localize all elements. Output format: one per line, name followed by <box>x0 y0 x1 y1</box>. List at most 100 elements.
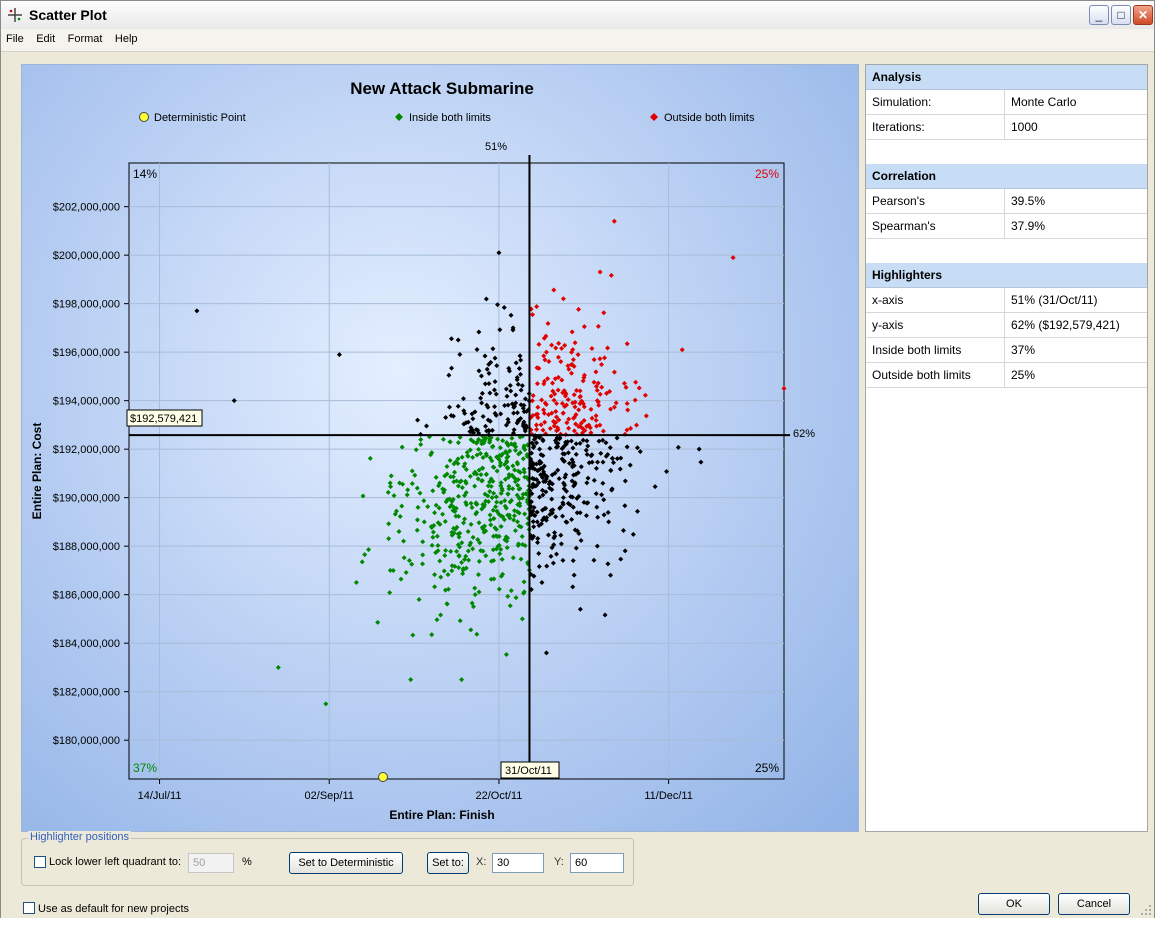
data-point-inside <box>456 513 462 519</box>
data-point-inside <box>404 492 410 498</box>
data-point-inside <box>498 499 504 505</box>
data-point <box>614 435 620 441</box>
data-point <box>531 504 537 510</box>
data-point-inside <box>498 513 504 519</box>
lock-quadrant-input[interactable]: 50 <box>188 853 234 873</box>
data-point-inside <box>397 513 403 519</box>
data-point-outside <box>621 380 627 386</box>
data-point-inside <box>475 476 481 482</box>
set-to-deterministic-button[interactable]: Set to Deterministic <box>289 852 403 874</box>
lock-quadrant-checkbox[interactable] <box>34 856 46 868</box>
close-button[interactable]: ✕ <box>1133 5 1153 25</box>
data-point-inside <box>410 632 416 638</box>
menu-edit[interactable]: Edit <box>36 33 56 45</box>
menu-format[interactable]: Format <box>67 33 103 45</box>
data-point-inside <box>513 595 519 601</box>
data-point-outside <box>552 391 558 397</box>
x-highlighter-value: 31/Oct/11 <box>505 765 552 777</box>
title-bar[interactable]: Scatter Plot _ □ ✕ <box>1 1 1154 30</box>
data-point-inside <box>456 553 462 559</box>
data-point-inside <box>515 482 521 488</box>
data-point-inside <box>455 456 461 462</box>
outside-limits-key: Outside both limits <box>866 363 1005 387</box>
x-position-input[interactable]: 30 <box>492 853 544 873</box>
highlighters-row: x-axis 51% (31/Oct/11) <box>866 288 1147 313</box>
data-point-inside <box>387 480 393 486</box>
cancel-button[interactable]: Cancel <box>1058 893 1130 915</box>
data-point-outside <box>541 407 547 413</box>
data-point-inside <box>459 559 465 565</box>
data-point-outside <box>555 387 561 393</box>
data-point-outside <box>553 408 559 414</box>
data-point-outside <box>553 414 559 420</box>
data-point-inside <box>493 526 499 532</box>
data-point <box>575 470 581 476</box>
menu-help[interactable]: Help <box>114 33 138 45</box>
chart-title: New Attack Submarine <box>350 79 534 98</box>
data-point-inside <box>516 510 522 516</box>
scatter-plot-window: Scatter Plot _ □ ✕ File Edit Format Help… <box>0 0 1155 918</box>
data-point-inside <box>473 501 479 507</box>
data-point <box>450 413 456 419</box>
data-point <box>476 329 482 335</box>
data-point-inside <box>418 437 424 443</box>
data-point <box>478 395 484 401</box>
data-point-inside <box>415 504 421 510</box>
iterations-key: Iterations: <box>866 115 1005 139</box>
data-point-outside <box>541 335 547 341</box>
x-axis-value: 51% (31/Oct/11) <box>1011 293 1098 307</box>
data-point-inside <box>505 593 511 599</box>
resize-grip-icon[interactable] <box>1140 904 1152 916</box>
data-point <box>563 488 569 494</box>
data-point-inside <box>449 529 455 535</box>
data-point-outside <box>554 400 560 406</box>
data-point <box>547 445 553 451</box>
data-point-inside <box>391 493 397 499</box>
data-point-inside <box>451 530 457 536</box>
data-point-outside <box>595 380 601 386</box>
data-point-inside <box>388 473 394 479</box>
data-point-inside <box>447 439 453 445</box>
data-point <box>551 542 557 548</box>
data-point-outside <box>546 359 552 365</box>
data-point-inside <box>491 464 497 470</box>
data-point <box>583 447 589 453</box>
data-point <box>573 451 579 457</box>
quadrant-top-right: 25% <box>755 167 779 181</box>
menu-file[interactable]: File <box>6 33 24 45</box>
data-point-other <box>455 337 461 343</box>
data-point-outside <box>597 356 603 362</box>
y-tick-label: $200,000,000 <box>53 250 120 262</box>
data-point-outside <box>550 418 556 424</box>
data-point-other <box>194 308 200 314</box>
data-point <box>540 475 546 481</box>
y-position-input[interactable]: 60 <box>570 853 624 873</box>
data-point <box>448 336 454 342</box>
data-point <box>485 404 491 410</box>
data-point <box>532 512 538 518</box>
use-as-default-checkbox[interactable] <box>23 902 35 914</box>
data-point <box>540 437 546 443</box>
data-point <box>461 408 467 414</box>
data-point <box>489 427 495 433</box>
data-point-outside <box>529 398 535 404</box>
data-point-outside-both-limits <box>543 349 549 355</box>
data-point-inside <box>429 542 435 548</box>
data-point-inside <box>461 520 467 526</box>
data-point-outside <box>558 359 564 365</box>
set-to-button[interactable]: Set to: <box>427 852 469 874</box>
data-point-inside <box>521 469 527 475</box>
minimize-button[interactable]: _ <box>1089 5 1109 25</box>
data-point-outside <box>540 427 546 433</box>
data-point-outside <box>565 363 571 369</box>
data-point-inside <box>467 447 473 453</box>
data-point <box>478 373 484 379</box>
maximize-button[interactable]: □ <box>1111 5 1131 25</box>
data-point <box>609 455 615 461</box>
x-tick-label: 14/Jul/11 <box>138 790 182 802</box>
data-point <box>555 467 561 473</box>
deterministic-point <box>378 772 388 782</box>
data-point <box>514 377 520 383</box>
ok-button[interactable]: OK <box>978 893 1050 915</box>
data-point <box>504 393 510 399</box>
